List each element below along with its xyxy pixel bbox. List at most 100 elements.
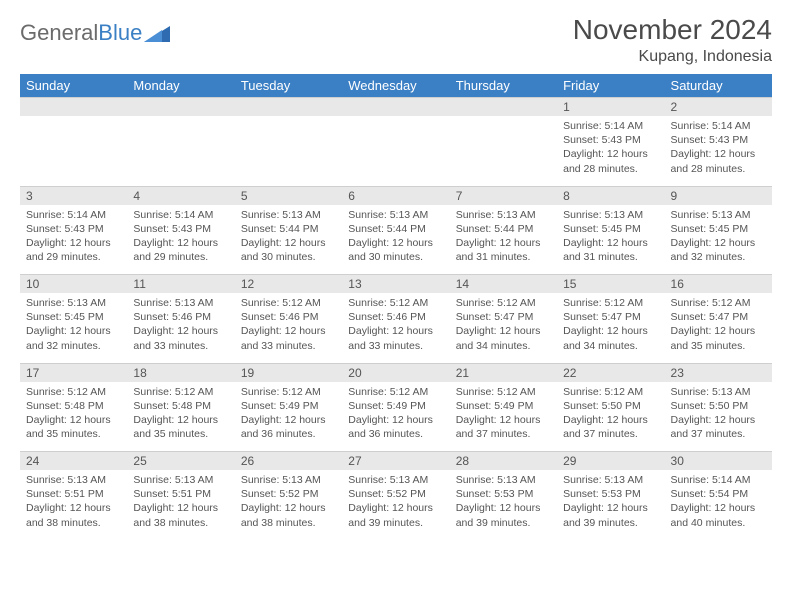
day-number-cell: 4 [127, 186, 234, 205]
sunrise-line: Sunrise: 5:12 AM [563, 385, 658, 399]
day-number-cell [342, 98, 449, 117]
daylight-line: Daylight: 12 hours and 28 minutes. [563, 147, 658, 175]
month-title: November 2024 [573, 14, 772, 46]
sunset-line: Sunset: 5:49 PM [456, 399, 551, 413]
day-detail-cell: Sunrise: 5:14 AMSunset: 5:43 PMDaylight:… [20, 205, 127, 275]
weekday-header: Monday [127, 74, 234, 98]
day-detail-row: Sunrise: 5:12 AMSunset: 5:48 PMDaylight:… [20, 382, 772, 452]
sunrise-line: Sunrise: 5:13 AM [241, 473, 336, 487]
day-number-cell: 6 [342, 186, 449, 205]
sunrise-line: Sunrise: 5:12 AM [563, 296, 658, 310]
daylight-line: Daylight: 12 hours and 30 minutes. [348, 236, 443, 264]
day-number-cell [235, 98, 342, 117]
sunrise-line: Sunrise: 5:13 AM [348, 208, 443, 222]
daylight-line: Daylight: 12 hours and 33 minutes. [241, 324, 336, 352]
daylight-line: Daylight: 12 hours and 29 minutes. [26, 236, 121, 264]
sunset-line: Sunset: 5:50 PM [671, 399, 766, 413]
day-detail-cell: Sunrise: 5:12 AMSunset: 5:47 PMDaylight:… [557, 293, 664, 363]
day-number-cell: 12 [235, 275, 342, 294]
calendar-table: SundayMondayTuesdayWednesdayThursdayFrid… [20, 74, 772, 540]
daylight-line: Daylight: 12 hours and 37 minutes. [563, 413, 658, 441]
daylight-line: Daylight: 12 hours and 36 minutes. [241, 413, 336, 441]
day-number-cell: 25 [127, 452, 234, 471]
daylight-line: Daylight: 12 hours and 31 minutes. [563, 236, 658, 264]
sunset-line: Sunset: 5:52 PM [348, 487, 443, 501]
sunrise-line: Sunrise: 5:12 AM [133, 385, 228, 399]
daylight-line: Daylight: 12 hours and 39 minutes. [563, 501, 658, 529]
sunset-line: Sunset: 5:52 PM [241, 487, 336, 501]
sunset-line: Sunset: 5:53 PM [456, 487, 551, 501]
day-number-cell: 17 [20, 363, 127, 382]
title-block: November 2024 Kupang, Indonesia [573, 14, 772, 66]
sunset-line: Sunset: 5:45 PM [563, 222, 658, 236]
day-number-cell: 27 [342, 452, 449, 471]
header: GeneralBlue November 2024 Kupang, Indone… [20, 14, 772, 66]
day-detail-cell [127, 116, 234, 186]
day-detail-cell: Sunrise: 5:12 AMSunset: 5:47 PMDaylight:… [665, 293, 772, 363]
day-number-cell: 3 [20, 186, 127, 205]
day-detail-cell: Sunrise: 5:13 AMSunset: 5:44 PMDaylight:… [450, 205, 557, 275]
day-number-row: 3456789 [20, 186, 772, 205]
sunset-line: Sunset: 5:45 PM [671, 222, 766, 236]
day-detail-cell: Sunrise: 5:12 AMSunset: 5:49 PMDaylight:… [235, 382, 342, 452]
daylight-line: Daylight: 12 hours and 32 minutes. [26, 324, 121, 352]
sunset-line: Sunset: 5:51 PM [133, 487, 228, 501]
day-detail-cell: Sunrise: 5:12 AMSunset: 5:50 PMDaylight:… [557, 382, 664, 452]
day-number-cell: 23 [665, 363, 772, 382]
sunset-line: Sunset: 5:44 PM [456, 222, 551, 236]
sunrise-line: Sunrise: 5:14 AM [26, 208, 121, 222]
daylight-line: Daylight: 12 hours and 29 minutes. [133, 236, 228, 264]
daylight-line: Daylight: 12 hours and 38 minutes. [241, 501, 336, 529]
day-detail-cell: Sunrise: 5:13 AMSunset: 5:51 PMDaylight:… [20, 470, 127, 540]
day-detail-cell: Sunrise: 5:14 AMSunset: 5:43 PMDaylight:… [665, 116, 772, 186]
sunset-line: Sunset: 5:47 PM [563, 310, 658, 324]
weekday-header: Thursday [450, 74, 557, 98]
sunset-line: Sunset: 5:44 PM [348, 222, 443, 236]
day-number-row: 17181920212223 [20, 363, 772, 382]
daylight-line: Daylight: 12 hours and 35 minutes. [133, 413, 228, 441]
day-number-cell: 28 [450, 452, 557, 471]
day-number-cell: 11 [127, 275, 234, 294]
day-detail-cell: Sunrise: 5:13 AMSunset: 5:53 PMDaylight:… [557, 470, 664, 540]
day-detail-row: Sunrise: 5:14 AMSunset: 5:43 PMDaylight:… [20, 116, 772, 186]
sunrise-line: Sunrise: 5:14 AM [671, 473, 766, 487]
sunrise-line: Sunrise: 5:13 AM [563, 208, 658, 222]
daylight-line: Daylight: 12 hours and 38 minutes. [133, 501, 228, 529]
day-number-cell: 29 [557, 452, 664, 471]
day-number-cell [127, 98, 234, 117]
day-detail-cell: Sunrise: 5:14 AMSunset: 5:54 PMDaylight:… [665, 470, 772, 540]
sunset-line: Sunset: 5:43 PM [671, 133, 766, 147]
day-detail-cell: Sunrise: 5:13 AMSunset: 5:52 PMDaylight:… [342, 470, 449, 540]
day-detail-cell: Sunrise: 5:12 AMSunset: 5:49 PMDaylight:… [450, 382, 557, 452]
day-number-cell: 13 [342, 275, 449, 294]
sunset-line: Sunset: 5:53 PM [563, 487, 658, 501]
daylight-line: Daylight: 12 hours and 34 minutes. [456, 324, 551, 352]
day-detail-cell: Sunrise: 5:12 AMSunset: 5:48 PMDaylight:… [127, 382, 234, 452]
sunrise-line: Sunrise: 5:13 AM [563, 473, 658, 487]
day-number-cell: 10 [20, 275, 127, 294]
sunset-line: Sunset: 5:47 PM [456, 310, 551, 324]
day-number-cell: 20 [342, 363, 449, 382]
daylight-line: Daylight: 12 hours and 31 minutes. [456, 236, 551, 264]
sunrise-line: Sunrise: 5:13 AM [348, 473, 443, 487]
sunrise-line: Sunrise: 5:12 AM [241, 385, 336, 399]
day-number-cell: 21 [450, 363, 557, 382]
sunrise-line: Sunrise: 5:13 AM [133, 296, 228, 310]
logo-text-blue: Blue [98, 20, 142, 45]
day-detail-cell: Sunrise: 5:13 AMSunset: 5:50 PMDaylight:… [665, 382, 772, 452]
day-detail-cell: Sunrise: 5:14 AMSunset: 5:43 PMDaylight:… [127, 205, 234, 275]
weekday-header: Wednesday [342, 74, 449, 98]
day-number-cell: 7 [450, 186, 557, 205]
day-detail-cell: Sunrise: 5:13 AMSunset: 5:45 PMDaylight:… [665, 205, 772, 275]
day-detail-row: Sunrise: 5:13 AMSunset: 5:51 PMDaylight:… [20, 470, 772, 540]
sunset-line: Sunset: 5:50 PM [563, 399, 658, 413]
sunset-line: Sunset: 5:46 PM [241, 310, 336, 324]
daylight-line: Daylight: 12 hours and 33 minutes. [348, 324, 443, 352]
sunrise-line: Sunrise: 5:12 AM [671, 296, 766, 310]
day-number-cell: 1 [557, 98, 664, 117]
day-detail-cell: Sunrise: 5:13 AMSunset: 5:45 PMDaylight:… [557, 205, 664, 275]
logo: GeneralBlue [20, 14, 170, 46]
sunrise-line: Sunrise: 5:12 AM [456, 296, 551, 310]
sunset-line: Sunset: 5:47 PM [671, 310, 766, 324]
day-number-row: 10111213141516 [20, 275, 772, 294]
